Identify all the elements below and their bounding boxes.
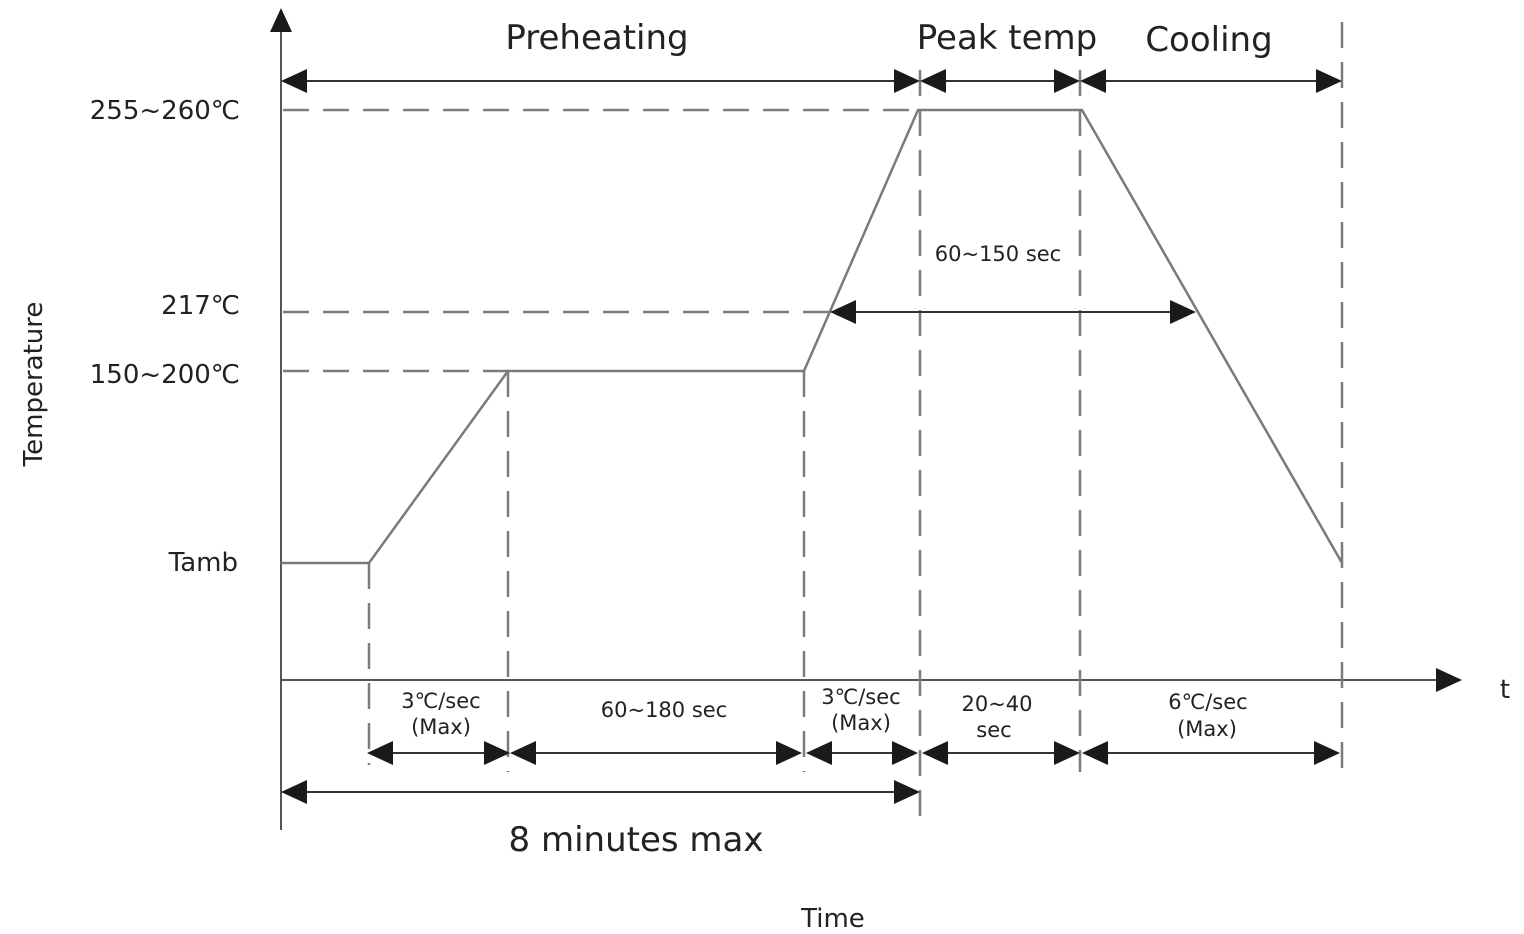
preheating-zone-arrow (281, 69, 920, 93)
temperature-profile-curve (281, 108, 1344, 565)
ramp1-rate-label-line1: 3℃/sec (401, 689, 480, 713)
zone-label-peak-temp: Peak temp (917, 18, 1098, 58)
peak-time-label-line1: 20~40 (961, 692, 1032, 716)
cooling-rate-label-line1: 6℃/sec (1168, 690, 1247, 714)
temp-label-ambient: Tamb (168, 548, 238, 578)
temp-label-liquidus: 217℃ (161, 291, 240, 321)
x-axis-arrowhead (1436, 668, 1462, 692)
soak-interval-arrow (510, 741, 802, 765)
above-liquidus-arrow (830, 300, 1196, 324)
cooling-rate-label-line2: (Max) (1177, 717, 1237, 741)
peak-time-interval-arrow (922, 741, 1080, 765)
y-axis-arrowhead (270, 8, 292, 32)
ramp2-interval-arrow (806, 741, 918, 765)
cooling-interval-arrow (1082, 741, 1340, 765)
x-axis-symbol: t (1500, 675, 1510, 705)
soak-time-label: 60~180 sec (601, 698, 727, 722)
ramp2-rate-label-line2: (Max) (831, 711, 891, 735)
above-liquidus-time-label: 60~150 sec (935, 242, 1061, 266)
ramp1-rate-label-line2: (Max) (411, 715, 471, 739)
zone-label-cooling: Cooling (1145, 20, 1272, 60)
cooling-zone-arrow (1080, 69, 1342, 93)
peak-time-label-line2: sec (976, 718, 1011, 742)
total-preheat-interval-arrow (281, 780, 920, 804)
ramp2-rate-label-line1: 3℃/sec (821, 685, 900, 709)
y-axis-label: Temperature (19, 302, 49, 468)
x-axis-label: Time (800, 904, 865, 934)
ramp1-interval-arrow (367, 741, 510, 765)
peak-zone-arrow (920, 69, 1080, 93)
zone-label-preheating: Preheating (505, 18, 688, 58)
temp-label-peak: 255~260℃ (90, 96, 240, 126)
temp-label-soak: 150~200℃ (90, 360, 240, 390)
total-preheat-time-label: 8 minutes max (509, 820, 764, 860)
